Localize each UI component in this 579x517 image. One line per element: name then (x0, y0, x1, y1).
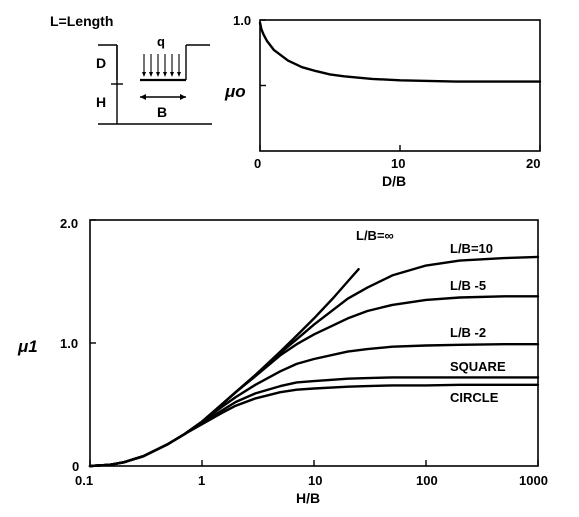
bottom-ytick-label: 2.0 (60, 216, 78, 231)
top-chart: 1.0 0 10 20 D/B μo (224, 13, 542, 189)
load-arrow-head-icon (163, 72, 167, 77)
series-label-lb-10: L/B=10 (450, 241, 493, 256)
load-arrow-head-icon (156, 72, 160, 77)
bottom-ytick-label: 0 (72, 459, 79, 474)
bottom-chart-ticks (89, 219, 539, 467)
bottom-xtick-label: 1000 (519, 473, 548, 488)
bottom-xtick-label: 0.1 (75, 473, 93, 488)
depth-label: D (96, 55, 106, 71)
top-xtick-label: 0 (254, 156, 261, 171)
load-arrow-head-icon (142, 72, 146, 77)
bottom-chart-frame (89, 219, 539, 467)
width-arrow-left-icon (140, 94, 146, 100)
bottom-ytick-label: 1.0 (60, 336, 78, 351)
top-x-axis-label: D/B (382, 173, 406, 189)
top-series-line (258, 21, 542, 83)
series-label-lb-2: L/B -2 (450, 325, 486, 340)
width-arrow-right-icon (180, 94, 186, 100)
series-label-square: SQUARE (450, 359, 506, 374)
bottom-x-axis-label: H/B (296, 490, 320, 506)
load-arrows (142, 54, 181, 77)
load-label: q (157, 34, 165, 49)
top-y-axis-label: μo (224, 82, 246, 101)
bottom-series-line-0 (88, 268, 360, 468)
bottom-series-lines (88, 255, 540, 468)
top-chart-frame (259, 19, 541, 152)
top-xtick-label: 10 (391, 156, 405, 171)
sketch-title: L=Length (50, 13, 113, 29)
bottom-chart: 2.0 1.0 0 0.1 1 10 100 1000 H/B μ1 L/B=∞… (17, 216, 548, 506)
series-label-lb-5: L/B -5 (450, 278, 486, 293)
bottom-series-line-5 (88, 383, 540, 468)
load-arrow-head-icon (170, 72, 174, 77)
series-label-lb-inf: L/B=∞ (356, 228, 394, 243)
bottom-xtick-label: 100 (416, 473, 438, 488)
bottom-y-axis-label: μ1 (17, 337, 38, 356)
foundation-sketch: L=Length q D H B (50, 13, 212, 125)
load-arrow-head-icon (177, 72, 181, 77)
series-label-circle: CIRCLE (450, 390, 499, 405)
width-label: B (157, 104, 167, 120)
top-xtick-label: 20 (526, 156, 540, 171)
top-ytick-label: 1.0 (233, 13, 251, 28)
layer-label: H (96, 94, 106, 110)
load-arrow-head-icon (149, 72, 153, 77)
bottom-xtick-label: 1 (198, 473, 205, 488)
bottom-xtick-label: 10 (308, 473, 322, 488)
top-chart-ticks (259, 19, 541, 151)
